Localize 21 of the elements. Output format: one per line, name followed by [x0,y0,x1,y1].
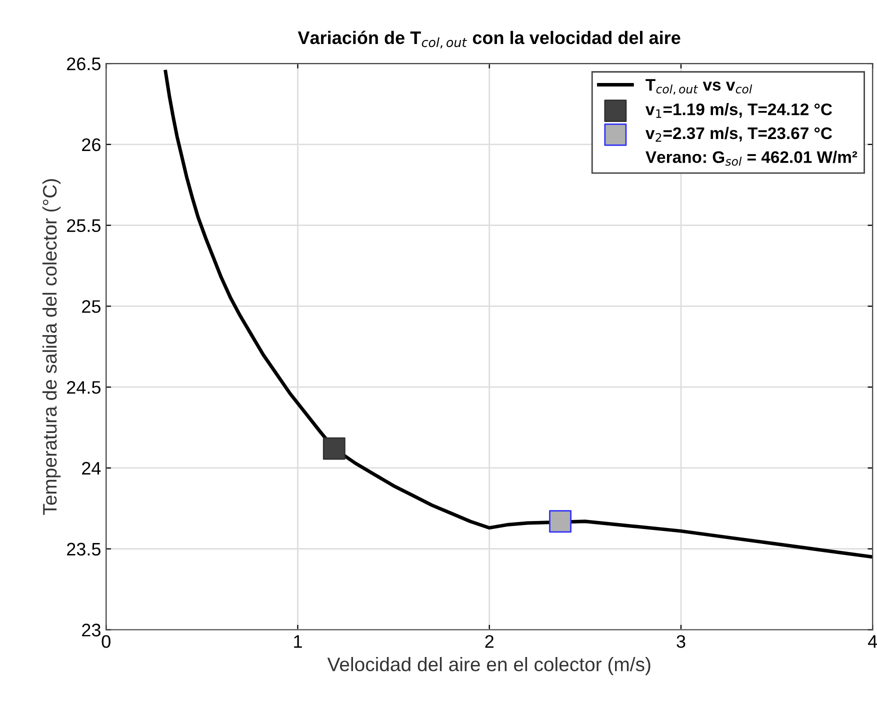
y-tick-label: 26 [82,138,100,152]
x-tick-label: 4 [868,635,877,648]
x-tick-label: 0 [102,635,110,648]
x-tick-label: 2 [485,635,494,648]
y-tick-label: 25.5 [67,219,100,232]
x-axis-title: Velocidad del aire en el colector (m/s) [327,657,650,676]
annotation: Verano: G$_{sol}$ = 462.01 W/m² [646,150,858,166]
legend-label: T$_{col,out}$ vs v$_{col}$ [646,79,752,95]
line-series [164,70,873,559]
y-tick-label: 23.5 [67,542,100,556]
legend-label: v$_{1}$=1.19 m/s, T=24.12 °C [646,103,832,118]
x-tick-label: 1 [294,635,302,648]
legend-label: v$_{2}$=2.37 m/s, T=23.67 °C [646,126,832,142]
chart-title: Variación de T$_{col,out}$ con la velocidad del aire [298,30,680,48]
y-tick-label: 24.5 [67,381,100,394]
x-tick-label: 3 [676,635,686,648]
y-tick-label: 26.5 [67,57,100,70]
y-axis-title: Temperatura de salida del colector (°C) [42,179,61,515]
y-tick-label: 23 [82,624,100,636]
y-tick-label: 25 [82,300,100,313]
y-tick-label: 24 [82,462,101,475]
